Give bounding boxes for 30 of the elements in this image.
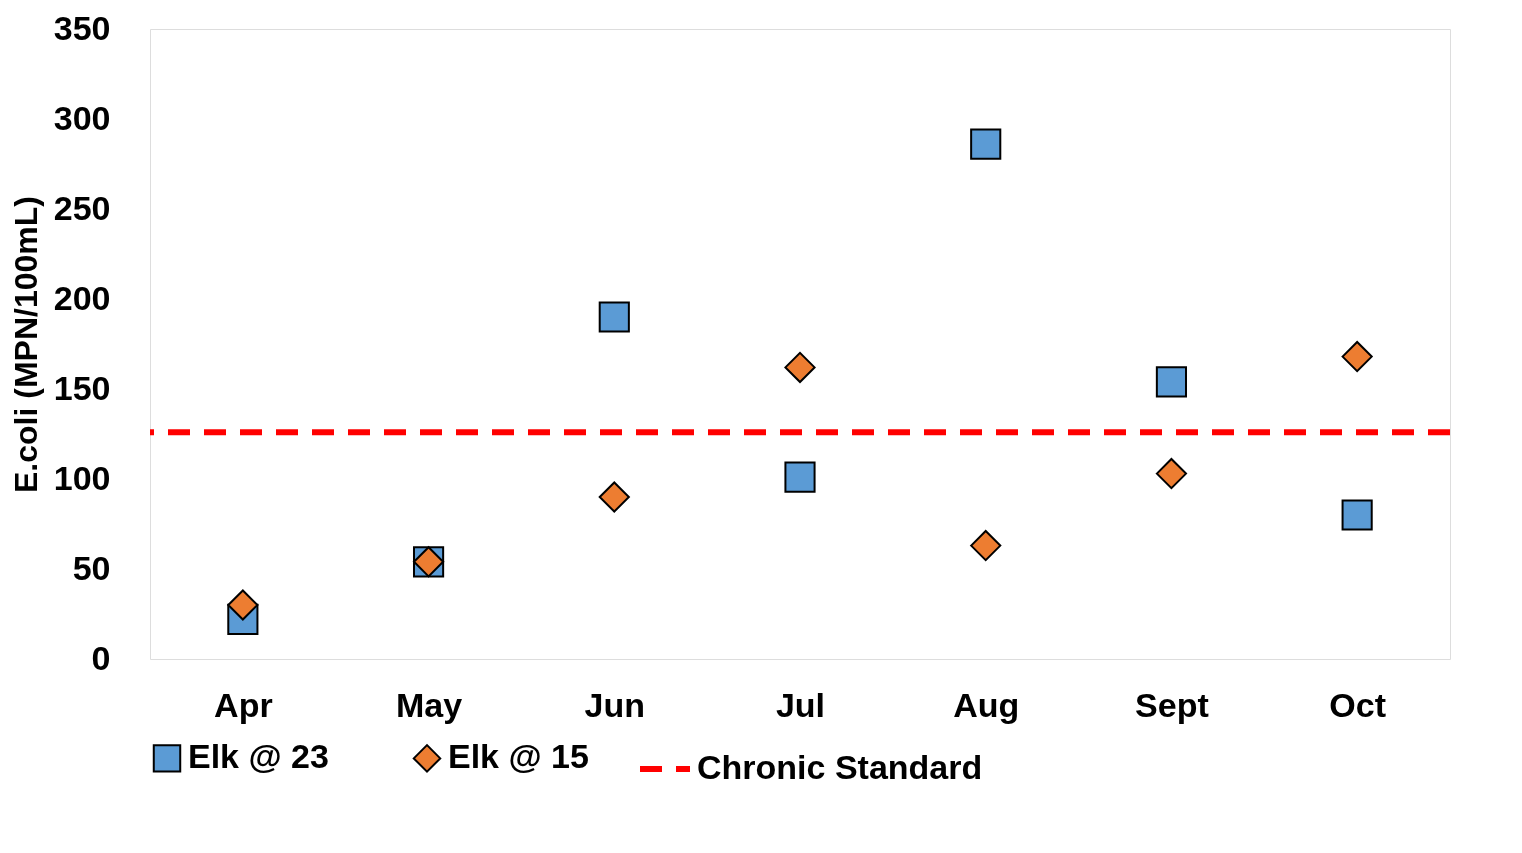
y-tick-label: 250 [53, 188, 111, 227]
y-tick-label: 300 [53, 98, 111, 137]
point [784, 461, 816, 493]
point [970, 128, 1002, 160]
x-tick-label: May [396, 685, 463, 724]
point [1155, 458, 1188, 490]
legend-label: Chronic Standard [697, 748, 983, 786]
point [1341, 499, 1373, 531]
y-tick-label: 200 [53, 278, 111, 317]
x-tick-label: Jun [584, 685, 646, 724]
x-tick-label: Jul [775, 685, 826, 724]
y-tick-label: 150 [53, 368, 111, 407]
y-tick-label: 50 [72, 548, 111, 587]
point [1341, 341, 1373, 373]
legend-label: Elk @ 23 [188, 737, 329, 776]
y-tick-label: 100 [53, 458, 111, 497]
point [598, 481, 630, 513]
x-tick-label: Aug [953, 685, 1020, 724]
point [227, 589, 259, 621]
y-tick-label: 350 [53, 8, 111, 47]
point [970, 530, 1002, 562]
point [598, 301, 630, 333]
x-tick-label: Apr [214, 685, 273, 724]
y-tick-label: 0 [91, 638, 111, 677]
x-tick-label: Sept [1135, 685, 1209, 724]
y-axis-title: E.coli (MPN/100mL) [7, 196, 44, 493]
x-tick-label: Oct [1329, 685, 1386, 724]
legend-label: Elk @ 15 [448, 737, 589, 776]
point [1155, 366, 1188, 398]
point [784, 351, 816, 383]
